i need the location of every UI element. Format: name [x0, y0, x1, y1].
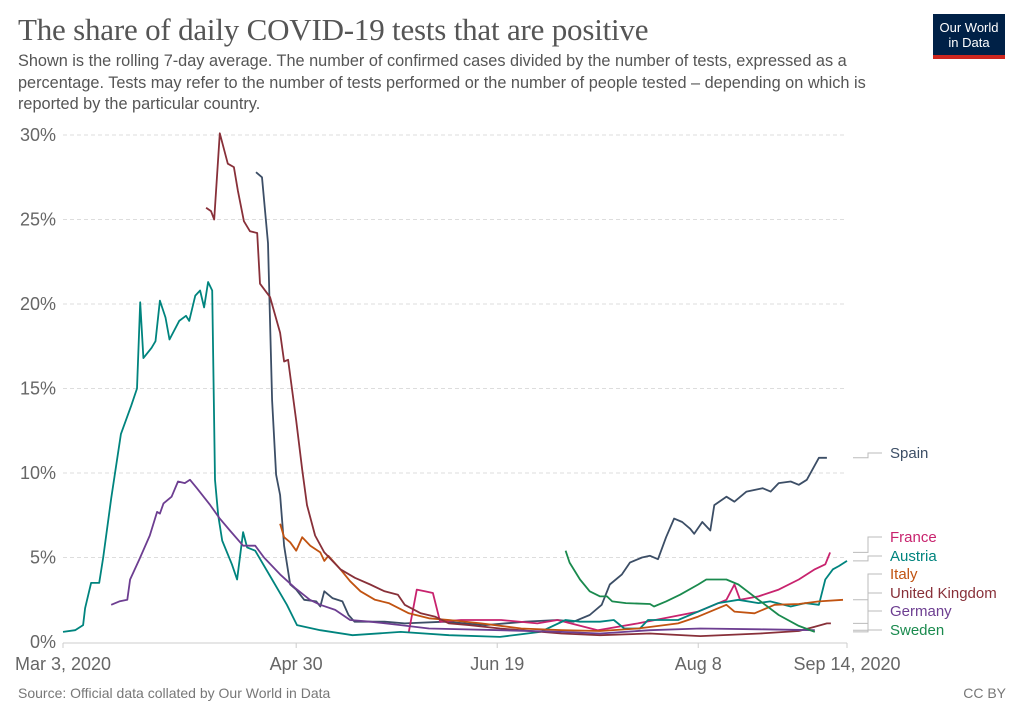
y-tick-label: 25%: [20, 210, 56, 230]
legend-connector: [853, 555, 882, 562]
y-tick-label: 30%: [20, 125, 56, 145]
legend-connector: [853, 629, 882, 633]
source-note: Source: Official data collated by Our Wo…: [18, 685, 331, 701]
series-line-austria[interactable]: [62, 281, 848, 638]
y-tick-label: 20%: [20, 294, 56, 314]
series-line-united-kingdom[interactable]: [205, 132, 831, 637]
legend-connector: [853, 536, 882, 553]
legend-label-united-kingdom[interactable]: United Kingdom: [890, 585, 997, 602]
chart-title: The share of daily COVID-19 tests that a…: [18, 12, 649, 47]
legend-connector: [853, 573, 882, 601]
series-lines: [62, 132, 848, 638]
x-tick-label: Mar 3, 2020: [15, 654, 111, 674]
x-tick-label: Jun 19: [470, 654, 524, 674]
series-line-italy[interactable]: [279, 523, 844, 632]
legend-connector: [853, 452, 882, 459]
y-tick-label: 10%: [20, 463, 56, 483]
legend-label-spain[interactable]: Spain: [890, 445, 928, 462]
series-line-germany[interactable]: [110, 478, 815, 635]
x-tick-label: Aug 8: [675, 654, 722, 674]
chart-subtitle: Shown is the rolling 7-day average. The …: [18, 52, 866, 113]
legend-label-france[interactable]: France: [890, 529, 937, 546]
legend-label-italy[interactable]: Italy: [890, 566, 918, 583]
y-tick-label: 5%: [30, 548, 56, 568]
x-tick-label: Sep 14, 2020: [793, 654, 900, 674]
license-link[interactable]: CC BY: [963, 685, 1006, 701]
legend-label-sweden[interactable]: Sweden: [890, 622, 944, 639]
owid-logo[interactable]: Our World in Data: [933, 14, 1005, 59]
gridlines: [63, 134, 847, 558]
series-line-france[interactable]: [407, 552, 831, 633]
x-tick-label: Apr 30: [270, 654, 323, 674]
y-tick-label: 15%: [20, 379, 56, 399]
y-tick-label: 0%: [30, 632, 56, 652]
legend-connector: [853, 610, 882, 631]
x-axis: Mar 3, 2020 Apr 30 Jun 19 Aug 8 Sep 14, 2020: [15, 642, 901, 674]
legend-connector: [853, 592, 882, 624]
legend-label-austria[interactable]: Austria: [890, 548, 937, 565]
series-line-sweden[interactable]: [564, 550, 816, 633]
legend-label-germany[interactable]: Germany: [890, 603, 952, 620]
y-axis: 0% 5% 10% 15% 20% 25% 30%: [20, 125, 56, 652]
series-line-spain[interactable]: [255, 171, 827, 626]
